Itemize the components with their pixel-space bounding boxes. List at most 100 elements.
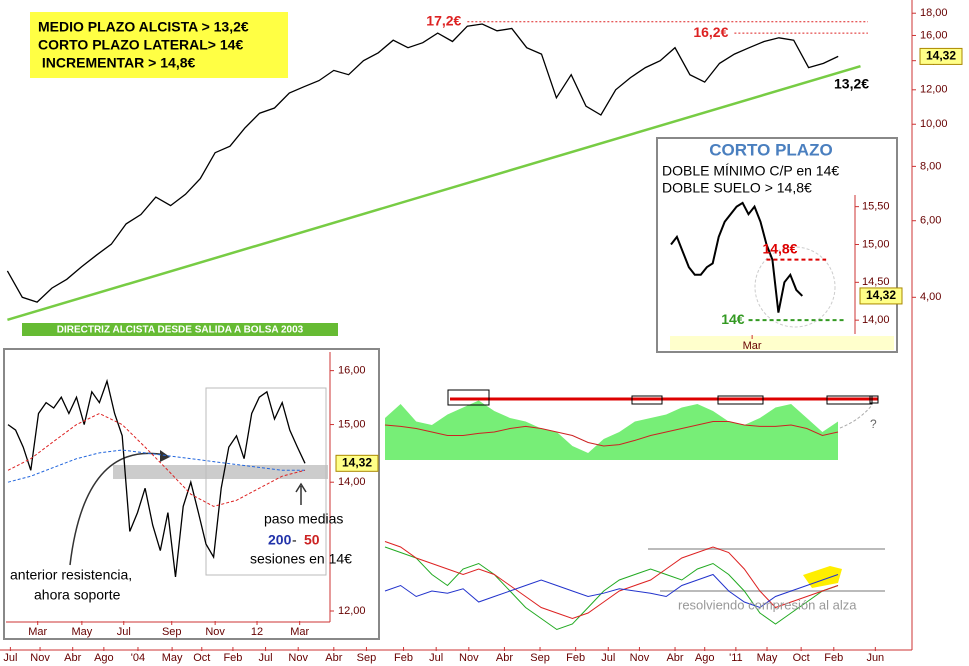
price-label: 14,32 <box>342 455 372 469</box>
x-tick-label: May <box>71 626 92 638</box>
moving-average <box>7 449 305 483</box>
marker-box <box>717 395 764 405</box>
indicators: ? resolviendo compresión al alza <box>384 389 885 631</box>
y-tick-label: 12,00 <box>338 605 366 617</box>
x-tick-label: Nov <box>459 652 479 664</box>
x-tick-label: Feb <box>566 652 585 664</box>
y-tick-label: 15,00 <box>338 418 366 430</box>
trend-label: DIRECTRIZ ALCISTA DESDE SALIDA A BOLSA 2… <box>57 325 304 336</box>
price-box <box>859 287 903 305</box>
arrow <box>839 404 873 429</box>
y-tick-label: 15,50 <box>862 201 890 213</box>
x-tick-label: Abr <box>666 652 683 664</box>
y-tick-label: 10,00 <box>920 118 948 130</box>
y-tick-label: 18,00 <box>920 7 948 19</box>
indicator-line <box>384 573 839 609</box>
level-label: 14,8€ <box>762 240 797 256</box>
marker-box <box>826 395 873 405</box>
x-tick-label: Abr <box>64 652 81 664</box>
price-line <box>7 378 306 577</box>
note: CORTO PLAZO LATERAL> 14€ <box>38 37 243 53</box>
y-tick-label: 12,00 <box>920 84 948 96</box>
x-tick-label: Mar <box>28 626 47 638</box>
x-tick-label: Jun <box>866 652 884 664</box>
x-tick-label: Jul <box>601 652 615 664</box>
level-label: 14€ <box>721 311 745 327</box>
x-tick-label: Nov <box>30 652 50 664</box>
inset-subtitle: DOBLE SUELO > 14,8€ <box>662 180 812 196</box>
inset-left: paso medias 200 - 50 sesiones en 14€ ant… <box>3 348 380 640</box>
y-tick-label: 15,00 <box>862 238 890 250</box>
trendline <box>7 64 861 322</box>
note: MEDIO PLAZO ALCISTA > 13,2€ <box>38 19 249 35</box>
marker-box <box>869 395 879 404</box>
x-tick-label: Feb <box>394 652 413 664</box>
y-tick-label: 8,00 <box>920 160 941 172</box>
x-tick-label: Feb <box>824 652 843 664</box>
x-tick-label: Sep <box>357 652 377 664</box>
arrow <box>295 482 307 505</box>
y-tick-label: 16,00 <box>338 365 366 377</box>
arrow-head <box>160 450 170 462</box>
indicator-line <box>384 546 839 631</box>
marker-box <box>631 395 663 405</box>
range-box <box>205 387 327 576</box>
support-band <box>113 465 328 479</box>
arrow <box>69 452 166 566</box>
inset-frame <box>3 348 380 640</box>
level-label: 17,2€ <box>426 13 461 29</box>
price-label: 14,32 <box>926 49 956 63</box>
x-tick-label: Ago <box>695 652 715 664</box>
area <box>385 400 838 460</box>
x-tick-label: '04 <box>131 652 145 664</box>
x-tick-label: 12 <box>251 626 263 638</box>
inset-subtitle: DOBLE MÍNIMO C/P en 14€ <box>662 163 839 179</box>
y-tick-label: 14,00 <box>862 314 890 326</box>
price-line <box>670 201 804 313</box>
x-tick-label: Ago <box>94 652 114 664</box>
x-tick-label: Mar <box>743 340 762 352</box>
x-tick-label: Nov <box>288 652 308 664</box>
annotation: 200 <box>268 532 292 548</box>
price-label: 14,32 <box>866 288 896 302</box>
annotation: sesiones en 14€ <box>250 551 352 567</box>
moving-average <box>7 412 306 507</box>
annotation: resolviendo compresión al alza <box>678 597 857 612</box>
inset-title: CORTO PLAZO <box>709 140 832 159</box>
x-tick-label: Oct <box>793 652 810 664</box>
indicator-line <box>384 541 839 620</box>
level-label: 13,2€ <box>834 75 869 91</box>
x-tick-label: Jul <box>259 652 273 664</box>
x-tick-label: '11 <box>729 652 743 664</box>
inset-frame <box>656 137 898 353</box>
inset-right: CORTO PLAZO DOBLE MÍNIMO C/P en 14€ DOBL… <box>656 137 903 353</box>
x-tick-label: Jul <box>3 652 17 664</box>
annotation: anterior resistencia, <box>10 567 132 583</box>
y-tick-label: 14,00 <box>338 476 366 488</box>
x-tick-label: Jul <box>117 626 131 638</box>
y-tick-label: 16,00 <box>920 29 948 41</box>
x-tick-label: Sep <box>162 626 182 638</box>
highlight-circle <box>754 246 836 328</box>
trend-label-box <box>22 323 338 336</box>
annotation: paso medias <box>264 511 343 527</box>
y-tick-label: 4,00 <box>920 291 941 303</box>
x-tick-label: Abr <box>496 652 513 664</box>
note-box <box>30 12 288 78</box>
x-tick-label: Nov <box>205 626 225 638</box>
y-tick-label: 14,50 <box>862 276 890 288</box>
x-tick-label: May <box>162 652 183 664</box>
x-tick-label: May <box>757 652 778 664</box>
date-strip <box>670 336 894 350</box>
annotation: ? <box>870 417 877 431</box>
y-tick-label: 6,00 <box>920 215 941 227</box>
x-tick-label: Feb <box>223 652 242 664</box>
indicator-line <box>384 421 839 447</box>
price-line <box>6 23 839 303</box>
annotation: ahora soporte <box>34 587 121 603</box>
note: INCREMENTAR > 14,8€ <box>38 55 195 71</box>
x-tick-label: Jul <box>429 652 443 664</box>
x-tick-label: Mar <box>290 626 309 638</box>
